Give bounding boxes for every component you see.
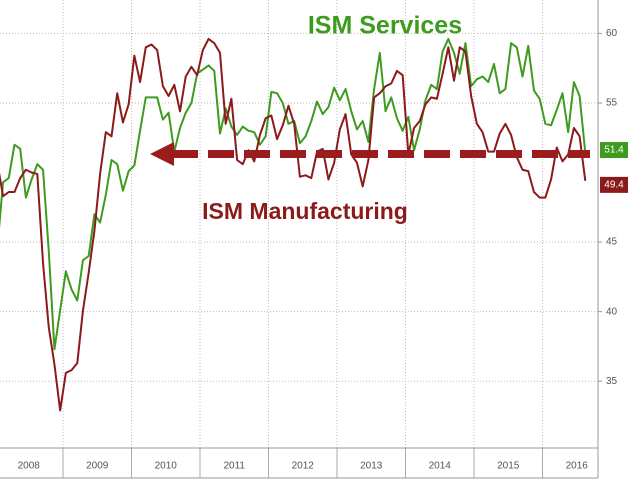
y-tick-label: 60	[606, 28, 618, 39]
y-tick-label: 35	[606, 376, 618, 387]
x-tick-label: 2009	[86, 461, 109, 472]
x-tick-label: 2015	[497, 461, 520, 472]
last-value-box	[600, 142, 628, 159]
x-tick-label: 2011	[223, 461, 245, 472]
last-value-label: 49.4	[604, 180, 624, 191]
x-tick-label: 2014	[429, 461, 452, 472]
arrow-head	[150, 142, 174, 166]
x-tick-label: 2012	[292, 461, 315, 472]
y-tick-label: 45	[606, 237, 618, 248]
manufacturing-label: ISM Manufacturing	[202, 198, 408, 224]
x-tick-label: 2010	[155, 461, 178, 472]
last-value-label: 51.4	[604, 145, 624, 156]
x-tick-label: 2008	[18, 461, 41, 472]
last-value-box	[600, 176, 628, 193]
arrow	[150, 142, 590, 166]
y-tick-label: 55	[606, 98, 618, 109]
services-label: ISM Services	[308, 12, 462, 40]
y-tick-label: 40	[606, 306, 618, 317]
series-line	[0, 37, 587, 412]
x-tick-label: 2013	[360, 461, 383, 472]
x-tick-label: 2016	[566, 461, 589, 472]
